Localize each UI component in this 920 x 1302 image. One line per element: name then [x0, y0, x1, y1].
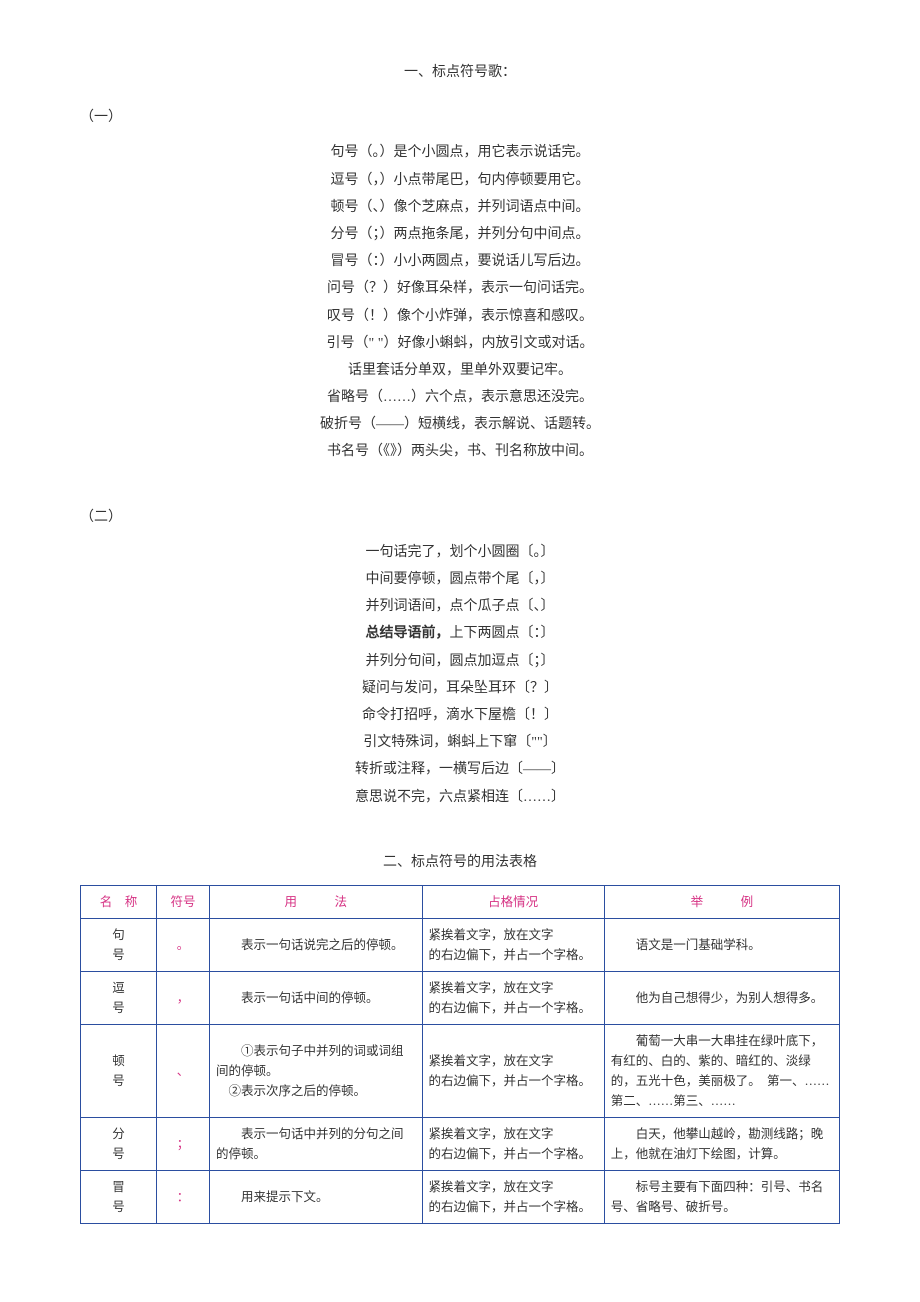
cell-position: 紧挨着文字，放在文字的右边偏下，并占一个字格。	[422, 918, 604, 971]
cell-example: 白天，他攀山越岭，勘测线路；晚上，他就在油灯下绘图，计算。	[604, 1117, 839, 1170]
cell-example: 标号主要有下面四种：引号、书名号、省略号、破折号。	[604, 1170, 839, 1223]
part1-line: 破折号（——）短横线，表示解说、话题转。	[80, 412, 840, 437]
cell-position: 紧挨着文字，放在文字的右边偏下，并占一个字格。	[422, 1170, 604, 1223]
cell-name: 分号	[81, 1117, 157, 1170]
part1-line: 问号（？）好像耳朵样，表示一句问话完。	[80, 276, 840, 301]
part1-lines: 句号（。）是个小圆点，用它表示说话完。逗号（，）小点带尾巴，句内停顿要用它。顿号…	[80, 140, 840, 464]
part2-lines: 一句话完了，划个小圆圈〔。〕中间要停顿，圆点带个尾〔，〕并列词语间，点个瓜子点〔…	[80, 540, 840, 810]
section2-title: 二、标点符号的用法表格	[80, 850, 840, 875]
part1-line: 逗号（，）小点带尾巴，句内停顿要用它。	[80, 168, 840, 193]
part1-line: 冒号（：）小小两圆点，要说话儿写后边。	[80, 249, 840, 274]
th-pos: 占格情况	[422, 885, 604, 918]
cell-position: 紧挨着文字，放在文字的右边偏下，并占一个字格。	[422, 1024, 604, 1117]
part2-line-bold: 总结导语前，上下两圆点〔：〕	[80, 621, 840, 646]
cell-usage: ①表示句子中并列的词或词组间的停顿。 ②表示次序之后的停顿。	[210, 1024, 423, 1117]
cell-symbol: ，	[156, 971, 209, 1024]
th-name: 名 称	[81, 885, 157, 918]
table-row: 逗号，表示一句话中间的停顿。紧挨着文字，放在文字的右边偏下，并占一个字格。他为自…	[81, 971, 840, 1024]
part1-line: 句号（。）是个小圆点，用它表示说话完。	[80, 140, 840, 165]
cell-symbol: ：	[156, 1170, 209, 1223]
part1-line: 书名号（《》）两头尖，书、刊名称放中间。	[80, 439, 840, 464]
part1-line: 引号（" "）好像小蝌蚪，内放引文或对话。	[80, 331, 840, 356]
part1-line: 省略号（……）六个点，表示意思还没完。	[80, 385, 840, 410]
part2-line: 一句话完了，划个小圆圈〔。〕	[80, 540, 840, 565]
table-body: 句号。表示一句话说完之后的停顿。紧挨着文字，放在文字的右边偏下，并占一个字格。语…	[81, 918, 840, 1223]
punctuation-usage-table: 名 称 符号 用 法 占格情况 举 例 句号。表示一句话说完之后的停顿。紧挨着文…	[80, 885, 840, 1224]
cell-name: 逗号	[81, 971, 157, 1024]
cell-example: 葡萄一大串一大串挂在绿叶底下，有红的、白的、紫的、暗红的、淡绿的，五光十色，美丽…	[604, 1024, 839, 1117]
table-row: 顿号、①表示句子中并列的词或词组间的停顿。 ②表示次序之后的停顿。紧挨着文字，放…	[81, 1024, 840, 1117]
part2-line: 转折或注释，一横写后边〔——〕	[80, 757, 840, 782]
part1-line: 分号（；）两点拖条尾，并列分句中间点。	[80, 222, 840, 247]
cell-example: 他为自己想得少，为别人想得多。	[604, 971, 839, 1024]
th-usage: 用 法	[210, 885, 423, 918]
part1-line: 叹号（！）像个小炸弹，表示惊喜和感叹。	[80, 304, 840, 329]
th-ex: 举 例	[604, 885, 839, 918]
cell-symbol: ；	[156, 1117, 209, 1170]
table-row: 分号；表示一句话中并列的分句之间的停顿。紧挨着文字，放在文字的右边偏下，并占一个…	[81, 1117, 840, 1170]
cell-name: 句号	[81, 918, 157, 971]
cell-position: 紧挨着文字，放在文字的右边偏下，并占一个字格。	[422, 1117, 604, 1170]
cell-usage: 表示一句话中并列的分句之间的停顿。	[210, 1117, 423, 1170]
cell-symbol: 。	[156, 918, 209, 971]
cell-usage: 表示一句话说完之后的停顿。	[210, 918, 423, 971]
part2-line: 意思说不完，六点紧相连〔……〕	[80, 785, 840, 810]
part2-line: 引文特殊词，蝌蚪上下窜〔""〕	[80, 730, 840, 755]
part1-line: 顿号（、）像个芝麻点，并列词语点中间。	[80, 195, 840, 220]
th-sym: 符号	[156, 885, 209, 918]
part1-marker: （一）	[80, 105, 840, 130]
cell-usage: 表示一句话中间的停顿。	[210, 971, 423, 1024]
cell-usage: 用来提示下文。	[210, 1170, 423, 1223]
part2-line: 并列分句间，圆点加逗点〔；〕	[80, 649, 840, 674]
cell-example: 语文是一门基础学科。	[604, 918, 839, 971]
part2-line: 并列词语间，点个瓜子点〔、〕	[80, 594, 840, 619]
table-row: 句号。表示一句话说完之后的停顿。紧挨着文字，放在文字的右边偏下，并占一个字格。语…	[81, 918, 840, 971]
table-header-row: 名 称 符号 用 法 占格情况 举 例	[81, 885, 840, 918]
part2-marker: （二）	[80, 505, 840, 530]
cell-symbol: 、	[156, 1024, 209, 1117]
part2-line: 命令打招呼，滴水下屋檐〔！〕	[80, 703, 840, 728]
part2-line: 中间要停顿，圆点带个尾〔，〕	[80, 567, 840, 592]
cell-name: 顿号	[81, 1024, 157, 1117]
part1-line: 话里套话分单双，里单外双要记牢。	[80, 358, 840, 383]
cell-position: 紧挨着文字，放在文字的右边偏下，并占一个字格。	[422, 971, 604, 1024]
part2-line: 疑问与发问，耳朵坠耳环〔？〕	[80, 676, 840, 701]
cell-name: 冒号	[81, 1170, 157, 1223]
section1-title: 一、标点符号歌：	[80, 60, 840, 85]
table-row: 冒号：用来提示下文。紧挨着文字，放在文字的右边偏下，并占一个字格。标号主要有下面…	[81, 1170, 840, 1223]
